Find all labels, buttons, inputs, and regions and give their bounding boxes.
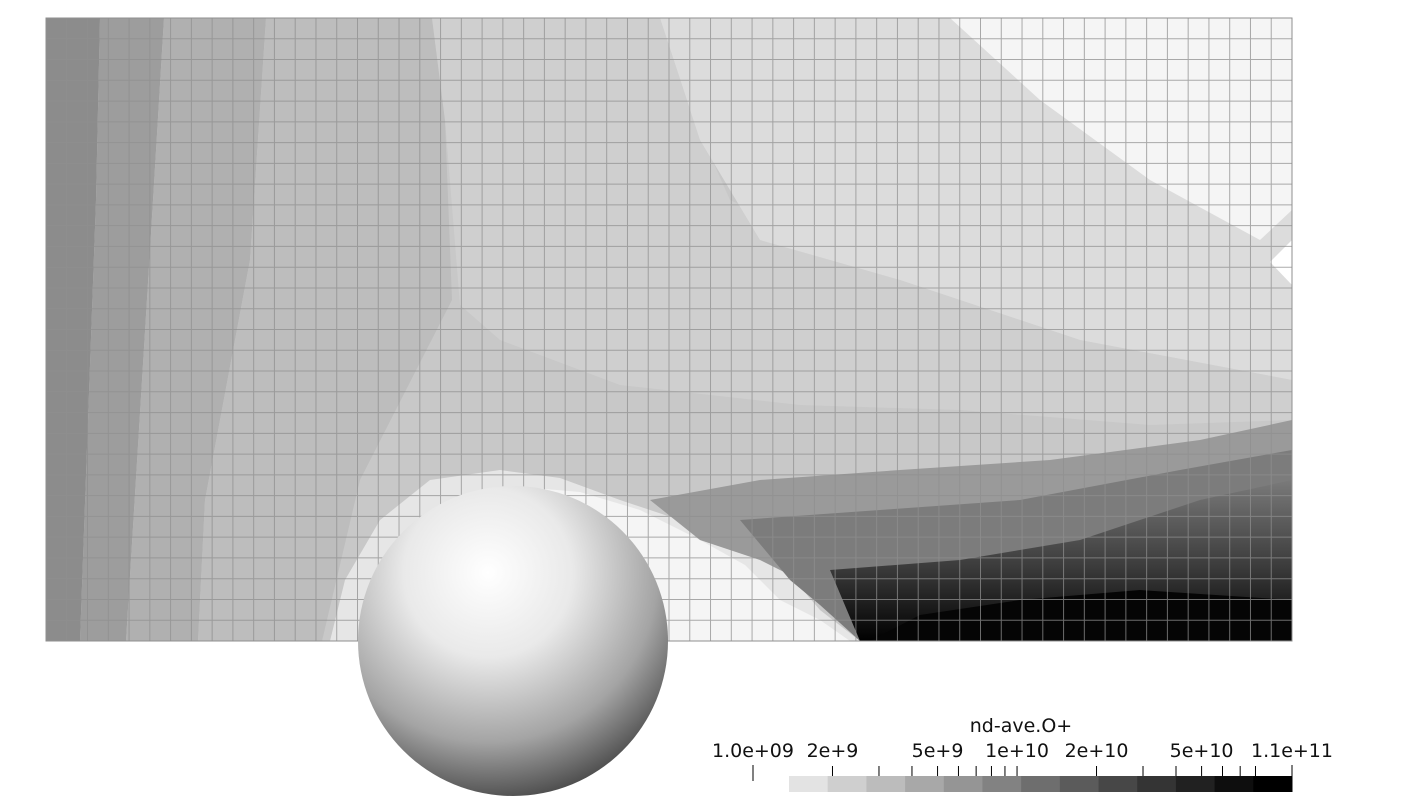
colorbar-swatches bbox=[789, 776, 1293, 792]
field-band-upper-light bbox=[660, 18, 1292, 380]
colorbar-swatch bbox=[1175, 776, 1216, 792]
domain-border bbox=[45, 17, 1293, 642]
colorbar-ticks bbox=[752, 765, 1293, 781]
field-band-wake-core bbox=[870, 590, 1292, 641]
colorbar-swatch bbox=[1021, 776, 1061, 792]
colorbar-tick-label: 5e+10 bbox=[1170, 740, 1234, 762]
colorbar-swatch bbox=[943, 776, 983, 792]
colorbar-tick-label: 1.1e+11 bbox=[1251, 740, 1333, 762]
colorbar-tick-label: 1e+10 bbox=[985, 740, 1049, 762]
colorbar-tick-label: 1.0e+09 bbox=[712, 740, 794, 762]
colorbar-swatch bbox=[905, 776, 945, 792]
colorbar-tick-label: 2e+9 bbox=[807, 740, 859, 762]
colorbar-swatch bbox=[827, 776, 867, 792]
colorbar-swatch bbox=[1098, 776, 1138, 792]
colorbar-swatch bbox=[1059, 776, 1100, 792]
planet-sphere bbox=[358, 486, 668, 796]
colorbar-swatch bbox=[789, 776, 829, 792]
colorbar-swatch bbox=[1214, 776, 1254, 792]
colorbar-swatch bbox=[1137, 776, 1177, 792]
field-band-notch bbox=[1270, 240, 1292, 285]
colorbar-tick-label: 5e+9 bbox=[912, 740, 964, 762]
colorbar-swatch bbox=[1253, 776, 1293, 792]
colorbar: nd-ave.O+ 1.0e+09 2e+9 5e+9 1e+10 2e+10 5e+10… bbox=[712, 715, 1333, 792]
mesh-grid bbox=[46, 18, 1292, 641]
colorbar-tick-labels: 1.0e+09 2e+9 5e+9 1e+10 2e+10 5e+10 1.1e+11 bbox=[712, 740, 1333, 762]
colorbar-tick-label: 2e+10 bbox=[1065, 740, 1129, 762]
colorbar-swatch bbox=[982, 776, 1022, 792]
field-band-upper-mid bbox=[432, 18, 1292, 425]
colorbar-title: nd-ave.O+ bbox=[970, 715, 1072, 737]
colorbar-swatch bbox=[866, 776, 906, 792]
